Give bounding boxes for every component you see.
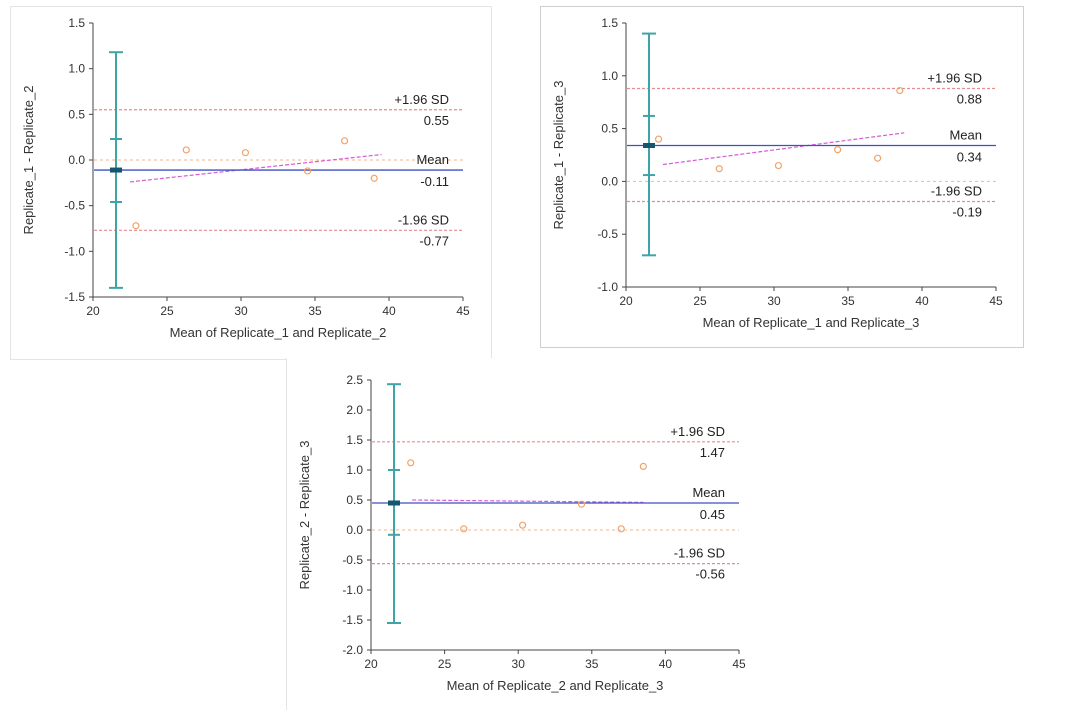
y-tick-label: 1.0 <box>68 62 85 76</box>
y-tick-label: 0.0 <box>68 153 85 167</box>
lower-limit-value: -0.56 <box>695 567 725 582</box>
y-tick-label: 0.0 <box>601 174 618 188</box>
data-point <box>617 525 625 533</box>
data-point <box>341 137 349 145</box>
bland-altman-panel-replicate-1-vs-3: -1.0 -0.5 0.0 0.5 1.0 1.5 20 25 30 35 40 45 Mean of … <box>540 6 1024 348</box>
x-tick-label: 20 <box>364 657 378 671</box>
mean-label: Mean <box>416 152 449 167</box>
mean-label: Mean <box>692 485 725 500</box>
lower-limit-label: -1.96 SD <box>674 546 725 561</box>
data-point <box>304 167 312 175</box>
x-tick-label: 35 <box>308 304 322 318</box>
y-tick-label: 2.0 <box>346 403 363 417</box>
data-point <box>654 135 663 143</box>
x-tick-label: 35 <box>585 657 599 671</box>
x-tick-label: 45 <box>456 304 470 318</box>
bland-altman-panel-replicate-1-vs-2: -1.5 -1.0 -0.5 0.0 0.5 1.0 1.5 20 25 30 35 40 45 Mean… <box>10 6 492 360</box>
data-point <box>241 149 250 157</box>
x-tick-label: 40 <box>382 304 396 318</box>
x-tick-label: 30 <box>767 294 781 308</box>
lower-limit-value: -0.19 <box>952 204 982 219</box>
lower-limit-label: -1.96 SD <box>398 212 449 227</box>
x-tick-label: 45 <box>732 657 746 671</box>
y-tick-label: -0.5 <box>342 553 363 567</box>
chart-svg: -1.5 -1.0 -0.5 0.0 0.5 1.0 1.5 20 25 30 35 40 45 Mean… <box>21 16 470 340</box>
x-axis-label: Mean of Replicate_2 and Replicate_3 <box>447 678 664 693</box>
y-axis-label: Replicate_1 - Replicate_3 <box>551 81 566 230</box>
y-tick-label: 1.5 <box>68 16 85 30</box>
y-tick-label: 0.5 <box>346 493 363 507</box>
x-tick-label: 40 <box>915 294 929 308</box>
y-tick-label: 1.0 <box>601 69 618 83</box>
y-tick-label: -0.5 <box>64 199 85 213</box>
y-tick-label: -1.5 <box>64 290 85 304</box>
data-point <box>407 459 415 467</box>
y-tick-label: 0.5 <box>601 122 618 136</box>
regression-line <box>129 153 382 183</box>
mean-value: 0.34 <box>957 149 982 164</box>
data-point <box>577 500 586 508</box>
y-tick-label: -2.0 <box>342 643 363 657</box>
y-axis-label: Replicate_2 - Replicate_3 <box>297 441 312 590</box>
y-tick-label: 1.5 <box>346 433 363 447</box>
data-point <box>460 525 468 533</box>
x-tick-label: 25 <box>160 304 174 318</box>
regression-line <box>662 132 905 166</box>
y-tick-label: 1.0 <box>346 463 363 477</box>
x-tick-label: 45 <box>989 294 1003 308</box>
data-point <box>519 521 527 529</box>
x-axis-label: Mean of Replicate_1 and Replicate_2 <box>170 325 387 340</box>
y-tick-label: -1.0 <box>342 583 363 597</box>
y-tick-label: 0.0 <box>346 523 363 537</box>
chart-svg: -1.0 -0.5 0.0 0.5 1.0 1.5 20 25 30 35 40 45 Mean of … <box>551 16 1003 330</box>
upper-limit-value: 0.88 <box>957 91 982 106</box>
y-tick-label: -1.5 <box>342 613 363 627</box>
lower-limit-label: -1.96 SD <box>931 183 982 198</box>
data-point <box>132 222 140 230</box>
x-tick-label: 25 <box>693 294 707 308</box>
y-tick-label: 0.5 <box>68 107 85 121</box>
y-tick-label: -1.0 <box>64 244 85 258</box>
data-point <box>639 462 647 471</box>
chart-svg: -2.0 -1.5 -1.0 -0.5 0.0 0.5 1.0 1.5 2.0 2.5 20 25 30… <box>297 373 746 693</box>
mean-value: -0.11 <box>420 174 449 189</box>
x-tick-label: 35 <box>841 294 855 308</box>
data-point <box>774 161 783 170</box>
x-tick-label: 20 <box>86 304 100 318</box>
upper-limit-label: +1.96 SD <box>670 424 725 439</box>
mean-marker <box>388 500 400 506</box>
lower-limit-value: -0.77 <box>419 233 449 248</box>
upper-limit-label: +1.96 SD <box>927 70 982 85</box>
data-point <box>182 146 190 154</box>
data-point <box>874 154 882 162</box>
x-tick-label: 30 <box>512 657 526 671</box>
mean-value: 0.45 <box>700 507 725 522</box>
y-axis-label: Replicate_1 - Replicate_2 <box>21 86 36 235</box>
mean-marker <box>110 167 122 173</box>
y-tick-label: -1.0 <box>597 280 618 294</box>
upper-limit-label: +1.96 SD <box>394 92 449 107</box>
mean-marker <box>643 142 655 148</box>
y-tick-label: 1.5 <box>601 16 618 30</box>
upper-limit-value: 1.47 <box>700 445 725 460</box>
bland-altman-panel-replicate-2-vs-3: -2.0 -1.5 -1.0 -0.5 0.0 0.5 1.0 1.5 2.0 2.5 20 25 30… <box>286 358 767 710</box>
data-point <box>834 146 842 154</box>
mean-label: Mean <box>949 127 982 142</box>
x-tick-label: 40 <box>659 657 673 671</box>
data-point <box>715 165 723 173</box>
x-tick-label: 30 <box>234 304 248 318</box>
x-axis-label: Mean of Replicate_1 and Replicate_3 <box>703 315 920 330</box>
x-tick-label: 20 <box>619 294 633 308</box>
y-tick-label: -0.5 <box>597 227 618 241</box>
y-tick-label: 2.5 <box>346 373 363 387</box>
data-point <box>896 86 904 95</box>
upper-limit-value: 0.55 <box>424 113 449 128</box>
data-point <box>370 174 378 182</box>
regression-line <box>412 499 644 503</box>
x-tick-label: 25 <box>438 657 452 671</box>
